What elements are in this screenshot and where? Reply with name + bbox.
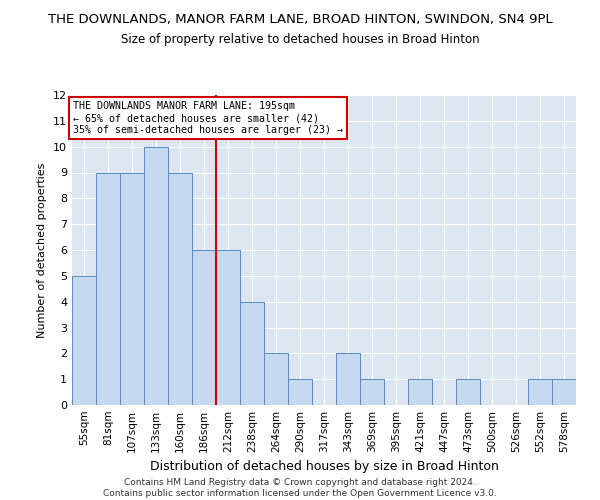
Text: THE DOWNLANDS MANOR FARM LANE: 195sqm
← 65% of detached houses are smaller (42)
: THE DOWNLANDS MANOR FARM LANE: 195sqm ← … [73,102,343,134]
Bar [360,379,384,405]
Bar [240,302,264,405]
Bar [288,379,312,405]
Bar [456,379,480,405]
Text: Contains HM Land Registry data © Crown copyright and database right 2024.
Contai: Contains HM Land Registry data © Crown c… [103,478,497,498]
Bar [168,172,192,405]
Bar [192,250,216,405]
Bar [528,379,552,405]
Bar [144,146,168,405]
Bar [336,354,360,405]
Bar [552,379,576,405]
Bar [72,276,96,405]
Bar [264,354,288,405]
X-axis label: Distribution of detached houses by size in Broad Hinton: Distribution of detached houses by size … [149,460,499,473]
Bar [408,379,432,405]
Y-axis label: Number of detached properties: Number of detached properties [37,162,47,338]
Bar [120,172,144,405]
Text: Size of property relative to detached houses in Broad Hinton: Size of property relative to detached ho… [121,32,479,46]
Bar [216,250,240,405]
Bar [96,172,120,405]
Text: THE DOWNLANDS, MANOR FARM LANE, BROAD HINTON, SWINDON, SN4 9PL: THE DOWNLANDS, MANOR FARM LANE, BROAD HI… [47,12,553,26]
